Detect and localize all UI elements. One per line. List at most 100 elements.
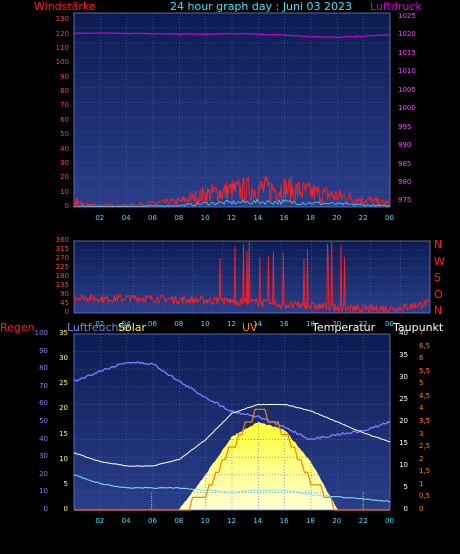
pressure-tick-1010: 1010 [398,67,416,76]
pressure-tick-980: 980 [398,177,412,186]
wind-label: Windstärke [34,0,96,13]
panel1-hour-08: 08 [174,214,184,222]
wind-average-line [73,198,391,208]
wind-tick-120: 120 [55,29,69,38]
temp-tick-40: 40 [399,329,408,337]
wind-tick-90: 90 [60,72,69,81]
pressure-tick-1005: 1005 [398,85,416,94]
panel1-hour-10: 10 [200,214,210,222]
temp-tick-10: 10 [399,461,408,469]
humidity-line [73,361,391,441]
wind-tick-60: 60 [60,115,69,124]
panel1-hour-00: 00 [385,214,394,222]
rain-tick-0: 0 [63,505,68,513]
panel2-hour-10: 10 [200,320,210,328]
direction-tick-315: 315 [55,245,69,253]
panel2-frame [73,240,431,314]
pressure-label: Luftdruck [370,0,422,13]
wind-tick-80: 80 [60,87,69,96]
uv-label: UV [242,321,258,334]
direction-tick-360: 360 [55,236,69,244]
panel3-hour-00: 00 [385,517,394,525]
direction-tick-225: 225 [55,263,69,271]
panel3-hour-22: 22 [358,517,368,525]
panel3-hour-02: 02 [95,517,105,525]
compass-s-2: S [434,271,441,284]
uv-tick-1,5: 1,5 [419,467,431,476]
rain-tick-30: 30 [59,354,68,363]
uv-tick-4,5: 4,5 [419,391,431,400]
compass-n-4: N [434,304,443,317]
panel3-hour-10: 10 [200,517,210,525]
pressure-line [73,32,391,39]
temp-tick-0: 0 [403,505,408,513]
panel1-hour-20: 20 [332,214,342,222]
panel3-hour-04: 04 [121,517,131,525]
panel2-hour-12: 12 [227,320,236,328]
humidity-tick-80: 80 [39,364,48,373]
uv-tick-6: 6 [419,354,424,363]
wind-pressure-panel [74,13,390,207]
direction-tick-180: 180 [55,272,69,280]
direction-tick-45: 45 [60,299,69,307]
pressure-tick-1015: 1015 [398,48,416,57]
humidity-tick-60: 60 [39,399,48,408]
uv-tick-2,5: 2,5 [419,442,431,451]
humidity-tick-10: 10 [39,487,48,496]
temp-tick-15: 15 [399,439,408,447]
wind-tick-100: 100 [55,58,69,67]
panel1-hour-04: 04 [121,214,131,222]
rain-tick-25: 25 [59,379,68,388]
humidity-tick-50: 50 [39,417,48,425]
panel3-hour-16: 16 [279,517,289,525]
wind-direction-line [73,241,430,314]
uv-line [74,408,390,511]
temp-tick-5: 5 [403,483,408,491]
rain-tick-15: 15 [59,429,68,438]
wind-tick-0: 0 [64,202,69,210]
panel2-hour-14: 14 [253,320,263,328]
panel1-frame [73,12,391,208]
panel2-hour-08: 08 [174,320,184,328]
panel3-hour-12: 12 [227,517,236,525]
direction-tick-0: 0 [64,308,69,316]
humidity-tick-20: 20 [39,469,48,478]
panel1-hour-22: 22 [358,214,368,222]
temp-tick-35: 35 [399,351,408,359]
wind-marker [76,198,78,207]
temp-tick-20: 20 [399,417,408,425]
panel3-hour-20: 20 [332,517,342,525]
dewpoint-line [73,474,391,503]
wind-tick-40: 40 [60,144,69,153]
chart-title: 24 hour graph day : Juni 03 2023 [170,0,353,13]
humidity-label: Luftfeuchte [67,321,130,334]
humidity-tick-0: 0 [43,505,48,513]
panel2-hour-22: 22 [358,320,368,328]
direction-tick-270: 270 [55,254,69,262]
uv-tick-2: 2 [419,454,424,463]
panel3-hour-18: 18 [306,517,315,525]
humidity-tick-30: 30 [39,452,48,461]
pressure-tick-985: 985 [398,159,412,168]
pressure-tick-1000: 1000 [398,104,416,113]
panel2-hour-18: 18 [306,320,315,328]
panel2-hour-16: 16 [279,320,289,328]
panel3-hour-14: 14 [253,517,263,525]
dewpoint-label: Taupunkt [393,321,444,334]
humidity-tick-40: 40 [39,434,48,443]
temp-tick-25: 25 [399,395,408,403]
panel1-hour-06: 06 [148,214,157,222]
panel2-hour-06: 06 [148,320,157,328]
uv-tick-0: 0 [419,505,424,513]
panel3-hour-06: 06 [148,517,157,525]
direction-tick-90: 90 [60,290,69,298]
uv-tick-3: 3 [419,429,424,438]
compass-o-3: O [434,287,443,301]
compass-w-1: W [434,254,445,268]
temperature-line [73,403,391,467]
panel1-hour-18: 18 [306,214,315,222]
panel2-hour-04: 04 [121,320,131,328]
panel1-hour-12: 12 [227,214,236,222]
